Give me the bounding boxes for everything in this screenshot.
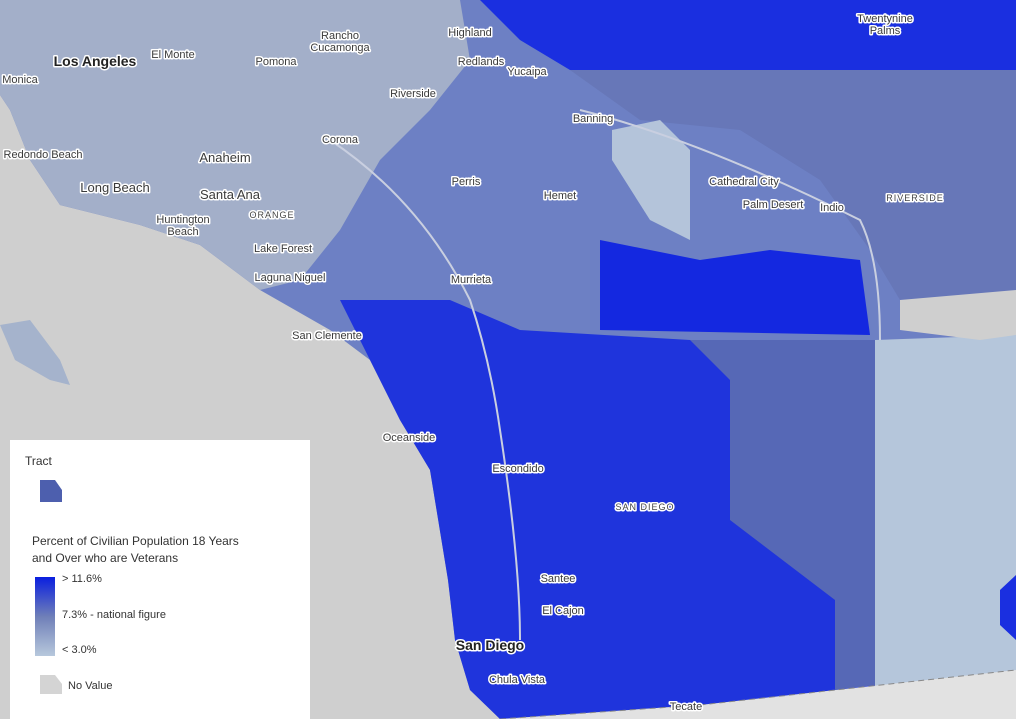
desert-area: [570, 70, 1016, 330]
place-label: SAN DIEGO: [615, 502, 674, 512]
tract-low: [875, 335, 1016, 719]
legend-layer: Tract: [25, 454, 53, 468]
highway: [329, 139, 521, 641]
legend-stop: > 11.6%: [62, 573, 102, 585]
place-label: Huntington: [156, 214, 209, 226]
place-label: Laguna Niguel: [255, 272, 326, 284]
legend-panel: [10, 440, 310, 719]
legend-swatch: [40, 480, 62, 502]
place-label: Long Beach: [80, 180, 149, 195]
place-label: Beach: [167, 226, 198, 238]
place-label: Indio: [820, 202, 844, 214]
place-label: Santee: [541, 573, 576, 585]
legend-title: and Over who are Veterans: [32, 551, 178, 565]
place-label: Monica: [2, 74, 38, 86]
place-label: Cathedral City: [709, 176, 779, 188]
urban-area: [0, 0, 470, 290]
tract-high: [480, 0, 1016, 70]
place-label: Tecate: [670, 701, 702, 713]
place-label: Murrieta: [451, 274, 492, 286]
place-label: El Monte: [151, 49, 194, 61]
legend: Tract Percent of Civilian Population 18 …: [10, 440, 310, 719]
place-label: ORANGE: [249, 210, 294, 220]
legend-ramp: [35, 577, 55, 656]
tract-mid: [690, 340, 880, 690]
place-label: Perris: [452, 176, 481, 188]
place-label: Highland: [448, 27, 491, 39]
legend-title: Percent of Civilian Population 18 Years: [32, 534, 239, 548]
tract-low: [612, 120, 690, 240]
place-label: Los Angeles: [54, 53, 137, 69]
place-label: Twentynine: [857, 13, 913, 25]
place-label: Banning: [573, 113, 613, 125]
place-label: Riverside: [390, 88, 436, 100]
place-label: Oceanside: [383, 432, 436, 444]
place-label: Redondo Beach: [4, 149, 83, 161]
place-label: Cucamonga: [310, 42, 370, 54]
legend-no-value-swatch: [40, 675, 62, 694]
mexico: [500, 670, 1016, 719]
island: [0, 320, 70, 385]
place-label: Palm Desert: [743, 199, 804, 211]
place-label: Pomona: [256, 56, 298, 68]
legend-stop: < 3.0%: [62, 644, 97, 656]
place-label: Chula Vista: [489, 674, 546, 686]
place-label: Hemet: [544, 190, 576, 202]
border: [499, 669, 1016, 719]
place-label: San Clemente: [292, 330, 362, 342]
tract-high: [600, 240, 870, 335]
place-label: Palms: [870, 25, 901, 37]
place-label: Lake Forest: [254, 243, 312, 255]
place-label: RIVERSIDE: [886, 193, 944, 203]
no-value: [900, 290, 1016, 340]
place-label: El Cajon: [542, 605, 584, 617]
legend-no-value: No Value: [68, 680, 112, 692]
place-label: Anaheim: [199, 150, 250, 165]
place-label: Corona: [322, 134, 359, 146]
place-label: Rancho: [321, 30, 359, 42]
legend-stop: 7.3% - national figure: [62, 609, 166, 621]
place-label: Redlands: [458, 56, 505, 68]
highway: [579, 109, 881, 341]
place-label: San Diego: [456, 637, 524, 653]
place-label: Escondido: [492, 463, 543, 475]
place-label: Santa Ana: [200, 187, 261, 202]
place-label: Yucaipa: [507, 66, 547, 78]
tract-high: [1000, 575, 1016, 640]
